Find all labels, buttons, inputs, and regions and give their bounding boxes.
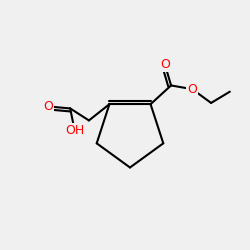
Text: O: O xyxy=(188,83,197,96)
Text: OH: OH xyxy=(65,124,84,137)
Text: O: O xyxy=(43,100,53,113)
Text: O: O xyxy=(160,58,170,71)
